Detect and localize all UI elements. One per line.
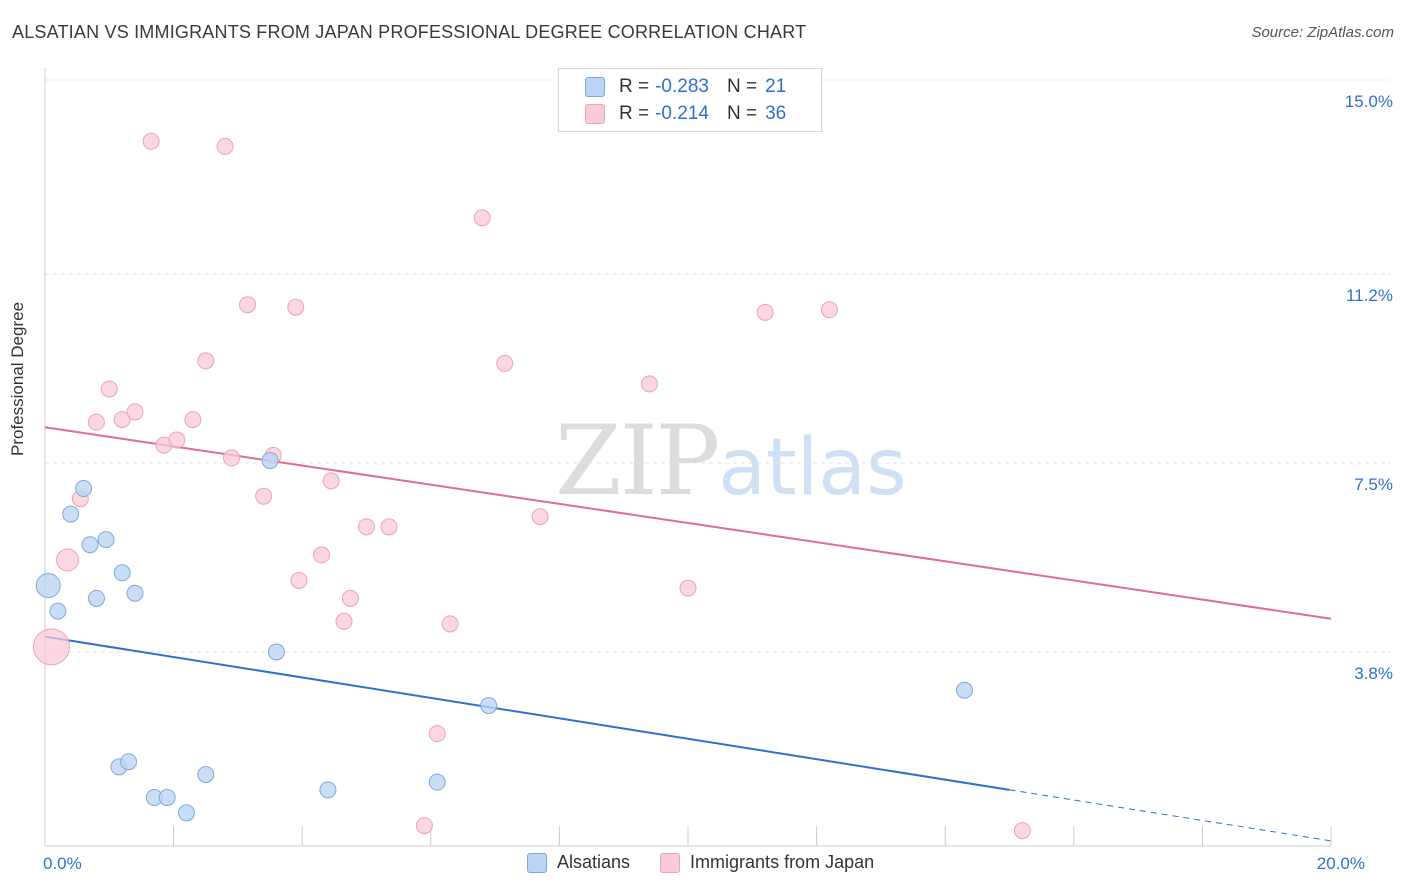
data-point-alsatians [87,589,105,607]
data-point-japan [335,612,353,630]
legend-row-japan: R = -0.214 N = 36 [585,103,786,125]
data-point-alsatians [480,697,498,715]
data-point-japan [496,354,514,372]
watermark-zip: ZIP [555,405,720,517]
watermark: ZIPatlas [555,405,907,517]
legend-label-japan: Immigrants from Japan [690,852,875,872]
watermark-atlas: atlas [718,423,907,513]
legend-r-label: R = [619,76,650,97]
data-point-japan [312,546,330,564]
legend-r-value: -0.214 [655,103,709,124]
data-point-alsatians [955,681,973,699]
trendline-japan [44,426,1332,620]
data-point-japan [820,301,838,319]
legend-row-alsatians: R = -0.283 N = 21 [585,76,786,98]
legend-n-label: N = [726,76,758,97]
data-point-alsatians [261,451,279,469]
data-point-alsatians [428,773,446,791]
legend-swatch-alsatians [527,852,547,873]
data-point-japan [473,209,491,227]
data-point-japan [87,413,105,431]
data-point-alsatians [177,804,195,822]
data-point-alsatians [158,788,176,806]
x-tick-label: 0.0% [43,854,82,873]
data-point-japan [756,303,774,321]
data-point-alsatians [97,531,115,549]
data-point-alsatians [113,564,131,582]
legend-swatch-japan [585,104,605,124]
data-point-japan [255,487,273,505]
chart-title: ALSATIAN VS IMMIGRANTS FROM JAPAN PROFES… [12,22,807,42]
data-point-japan [142,132,160,150]
data-point-alsatians [267,643,285,661]
data-point-alsatians [319,781,337,799]
data-point-japan [380,518,398,536]
correlation-legend: R = -0.283 N = 21 R = -0.214 N = 36 [558,68,822,132]
data-point-japan [679,579,697,597]
legend-r-label: R = [619,103,650,124]
legend-item-alsatians[interactable]: Alsatians [527,852,630,873]
y-axis-label: Professional Degree [8,301,27,456]
y-tick-label: 3.8% [1354,664,1393,683]
data-point-japan [216,137,234,155]
data-point-japan [222,449,240,467]
legend-n-label: N = [726,103,758,124]
data-point-japan [287,298,305,316]
data-point-japan [100,380,118,398]
data-point-japan [358,518,375,536]
data-point-alsatians [62,505,80,523]
data-point-japan [113,411,131,429]
data-point-japan [168,431,186,449]
data-point-japan [184,411,202,429]
trendline-alsatians [44,635,1010,791]
data-point-japan [197,352,215,370]
legend-r-value: -0.283 [655,76,709,97]
data-point-japan [415,817,433,835]
data-point-japan [32,628,70,666]
y-tick-label: 11.2% [1346,286,1393,305]
legend-item-japan[interactable]: Immigrants from Japan [660,852,874,873]
data-point-japan [322,472,340,490]
data-point-alsatians [81,536,99,554]
legend-label-alsatians: Alsatians [557,852,631,872]
x-tick-label: 20.0% [1317,854,1365,873]
legend-swatch-alsatians [585,77,605,97]
data-point-japan [341,589,359,607]
source-label: Source: ZipAtlas.com [1251,24,1394,41]
data-point-alsatians [126,584,144,602]
data-point-alsatians [35,573,61,599]
data-point-japan [56,548,80,572]
data-point-japan [290,571,308,589]
y-tick-label: 7.5% [1354,475,1393,494]
y-tick-label: 15.0% [1345,92,1393,111]
trendline-alsatians-extension [1009,789,1332,842]
data-point-alsatians [49,602,67,620]
data-point-japan [1013,822,1031,840]
data-point-japan [531,508,549,526]
data-point-japan [441,615,459,633]
data-point-japan [428,725,446,743]
series-legend: Alsatians Immigrants from Japan [527,852,904,873]
data-point-japan [640,375,658,393]
data-point-alsatians [120,753,138,771]
legend-swatch-japan [660,852,681,873]
legend-n-value: 36 [765,103,787,124]
data-point-alsatians [75,480,93,498]
data-point-japan [239,296,257,314]
data-point-alsatians [197,766,215,784]
data-point-japan [126,403,144,421]
legend-n-value: 21 [765,76,787,97]
